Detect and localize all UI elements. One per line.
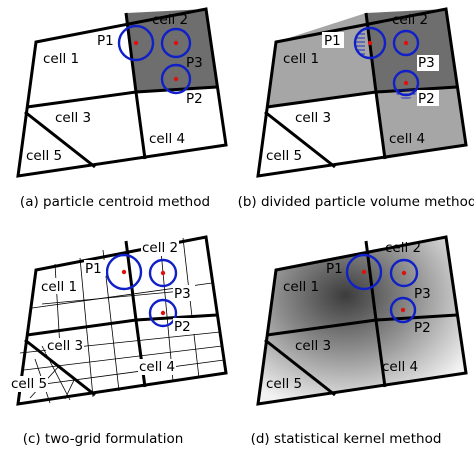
cell-4-label: cell 4: [149, 131, 185, 147]
cell-4-label: cell 4: [382, 359, 418, 375]
particle-p1-label: P1: [326, 261, 343, 277]
label-backdrop: [173, 285, 195, 301]
panel-caption: (a) particle centroid method: [20, 194, 210, 210]
cell-edge-horizontal: [266, 313, 458, 337]
label-backdrop: [417, 55, 439, 71]
label-backdrop: [46, 338, 84, 354]
cell-3-label: cell 3: [55, 110, 91, 126]
particle-p1-center: [133, 40, 139, 46]
cell-outline: [256, 7, 468, 178]
label-backdrop: [141, 240, 179, 256]
particle-p3-label: P3: [418, 55, 435, 71]
particle-p2-center: [160, 270, 166, 276]
cell-2-fill: [126, 9, 217, 92]
panel-caption: (b) divided particle volume method: [238, 194, 474, 210]
panel-two-grid: cell 1 cell 2 cell 3 cell 4 cell 5 P1 P3…: [10, 235, 228, 447]
particle-p3-center: [400, 307, 406, 313]
label-backdrop: [40, 278, 76, 294]
cell-3-label: cell 3: [47, 338, 83, 354]
particle-p1-circle: [105, 253, 143, 291]
cell-1-label: cell 1: [283, 279, 319, 295]
particle-p3-circle: [160, 63, 192, 95]
particle-p3-hatched-part: [394, 87, 418, 99]
cell-2-label: cell 2: [385, 240, 421, 256]
particle-p3-label: P3: [414, 286, 431, 302]
cell-1-label: cell 1: [43, 51, 79, 67]
cell-edge-diagonal: [24, 338, 96, 397]
panel-particle-centroid: cell 1 cell 2 cell 3 cell 4 cell 5 P1 P3…: [16, 7, 228, 210]
particle-p2-label: P2: [418, 91, 435, 107]
particle-p2-circle: [389, 258, 419, 288]
particle-p3-circle: [148, 298, 178, 328]
particle-p2-label: P2: [174, 319, 191, 335]
cell-5-label: cell 5: [26, 148, 62, 164]
particle-p3-center: [173, 76, 179, 82]
cell-1-label: cell 1: [41, 279, 77, 295]
label-backdrop: [173, 318, 195, 334]
cell-edge-horizontal: [26, 85, 218, 109]
particle-p3-center: [160, 310, 166, 316]
cell-5-label: cell 5: [266, 148, 302, 164]
particle-p3-circle: [389, 296, 417, 324]
panel-divided-particle-volume: cell 1 cell 2 cell 3 cell 4 cell 5 P1 P3…: [238, 7, 474, 210]
label-backdrop: [138, 359, 176, 375]
cell-2-label: cell 2: [392, 12, 428, 28]
particle-p1-label: P1: [97, 33, 114, 49]
cell-edge-horizontal: [266, 85, 458, 109]
cell-4-label: cell 4: [389, 131, 425, 147]
particle-p2-label: P2: [414, 320, 431, 336]
particle-p3-circle: [392, 69, 420, 97]
cell-2-fill: [366, 9, 457, 92]
label-backdrop: [84, 260, 106, 276]
particle-p2-circle: [392, 29, 420, 57]
cell-5-label: cell 5: [266, 376, 302, 392]
particle-p1-circle: [117, 24, 155, 62]
panel-caption: (d) statistical kernel method: [251, 431, 442, 447]
cell-5-label: cell 5: [11, 376, 47, 392]
particle-p1-label: P1: [85, 261, 102, 277]
particle-p2-label: P2: [186, 91, 203, 107]
label-backdrop: [10, 376, 48, 392]
particle-p2-circle: [160, 27, 192, 59]
cell-4-fill: [376, 87, 466, 159]
label-backdrop: [417, 90, 439, 106]
cell-1-fill: [267, 13, 376, 107]
cell-outline: [256, 235, 468, 406]
particle-p2-center: [401, 270, 407, 276]
particle-p3-center: [403, 80, 409, 86]
cell-edge-horizontal: [26, 313, 218, 337]
cell-4-label: cell 4: [139, 359, 175, 375]
label-backdrop: [322, 32, 344, 48]
particle-p1-circle: [353, 26, 387, 60]
panel-caption: (c) two-grid formulation: [23, 431, 184, 447]
particle-p1-center: [121, 269, 127, 275]
cell-edge-diagonal: [264, 110, 336, 169]
cell-3-label: cell 3: [295, 110, 331, 126]
particle-p3-label: P3: [174, 286, 191, 302]
cell-outline: [16, 7, 228, 178]
particle-p2-center: [403, 40, 409, 46]
particle-p2-circle: [148, 258, 178, 288]
cell-edge-diagonal: [24, 110, 96, 169]
particle-p1-center: [361, 269, 367, 275]
particle-p1-center: [367, 40, 373, 46]
cell-1-label: cell 1: [283, 51, 319, 67]
particle-p1-label: P1: [324, 33, 341, 49]
cell-2-label: cell 2: [152, 12, 188, 28]
particle-p3-label: P3: [186, 55, 203, 71]
cell-edge-diagonal: [264, 338, 336, 397]
cell-3-label: cell 3: [295, 338, 331, 354]
particle-p2-center: [173, 40, 179, 46]
cell-2-label: cell 2: [142, 240, 178, 256]
particle-p1-circle: [345, 253, 383, 291]
panel-statistical-kernel: cell 1 cell 2 cell 3 cell 4 cell 5 P1 P3…: [251, 235, 468, 447]
